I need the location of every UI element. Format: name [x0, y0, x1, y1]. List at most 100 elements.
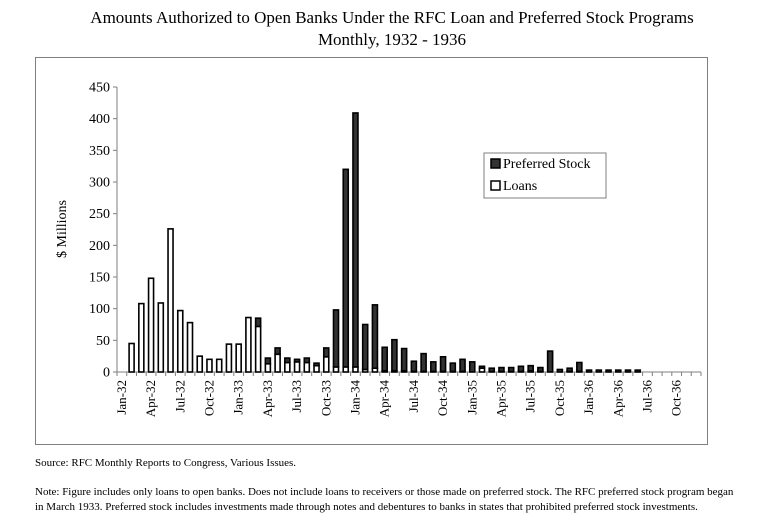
x-tick-label: Jan-34	[347, 380, 362, 415]
chart-subtitle: Monthly, 1932 - 1936	[317, 30, 467, 49]
bar-preferred-stock-Jun-35	[517, 365, 525, 373]
footnote: Note: Figure includes only loans to open…	[35, 486, 734, 513]
x-tick-label: Apr-32	[143, 380, 158, 417]
y-axis: 0 50 100 150 200 250 300 350 400 450	[89, 81, 118, 381]
bar-preferred-stock-Feb-34	[361, 323, 369, 371]
bar-loans-Oct-32	[206, 358, 213, 373]
x-tick-label: Oct-35	[552, 380, 567, 416]
bar-preferred-stock-Mar-34	[371, 304, 379, 370]
x-tick-label: Jul-32	[172, 380, 187, 413]
legend-label-preferred-stock: Preferred Stock	[503, 157, 590, 172]
x-tick-label: Apr-36	[610, 380, 625, 418]
bar-loans-Feb-32	[128, 342, 135, 373]
bar-loans-Feb-33	[245, 316, 252, 373]
bar-preferred-stock-Mar-36	[605, 369, 612, 373]
x-tick-label: Apr-35	[493, 380, 508, 417]
x-tick-label: Apr-34	[377, 380, 392, 418]
bar-preferred-stock-Aug-34	[420, 352, 427, 373]
bar-preferred-stock-Sep-33	[313, 362, 320, 367]
x-tick-label: Oct-33	[318, 380, 333, 416]
bar-loans-Mar-33	[254, 325, 262, 373]
x-tick-label: Jul-36	[639, 380, 654, 413]
y-tick-label: 200	[89, 239, 110, 254]
legend-swatch-preferred-stock	[490, 158, 501, 169]
bar-loans-Sep-32	[196, 355, 204, 373]
bar-preferred-stock-Apr-36	[614, 369, 622, 373]
bar-loans-Sep-33	[313, 364, 320, 373]
bar-preferred-stock-Jul-35	[527, 364, 534, 372]
bar-loans-Jul-33	[293, 361, 301, 373]
x-tick-label: Jan-36	[581, 380, 596, 415]
x-axis: Jan-32 Apr-32 Jul-32 Oct-32 Jan-33 Apr-33 Jul-…	[114, 371, 702, 418]
bar-preferred-stock-Jun-36	[634, 369, 642, 373]
bar-loans-Dec-32	[225, 343, 233, 373]
bar-preferred-stock-Aug-35	[537, 366, 544, 373]
x-tick-label: Oct-34	[435, 380, 450, 417]
bar-preferred-stock-Apr-33	[264, 357, 272, 365]
bar-loans-Mar-32	[138, 302, 145, 373]
bar-loans-Jul-32	[176, 309, 184, 373]
y-tick-label: 350	[89, 144, 110, 159]
x-tick-label: Jan-32	[114, 380, 129, 415]
x-tick-label: Oct-36	[669, 380, 684, 417]
x-tick-label: Apr-33	[260, 380, 275, 417]
chart-title: Amounts Authorized to Open Banks Under t…	[90, 8, 694, 27]
x-tick-label: Jul-34	[406, 380, 421, 413]
x-tick-label: Jan-33	[231, 380, 246, 415]
bar-preferred-stock-Dec-34	[459, 358, 466, 373]
bar-preferred-stock-May-35	[507, 366, 515, 373]
bar-preferred-stock-Sep-35	[546, 350, 554, 373]
bar-preferred-stock-May-34	[391, 338, 398, 372]
bar-preferred-stock-Nov-34	[449, 362, 457, 373]
bar-preferred-stock-Oct-34	[439, 355, 447, 373]
bar-loans-Apr-32	[147, 277, 155, 373]
legend-swatch-loans	[490, 180, 501, 191]
x-tick-label: Oct-32	[201, 380, 216, 416]
bar-preferred-stock-Nov-35	[566, 367, 573, 373]
y-tick-label: 250	[89, 207, 110, 222]
bar-loans-Jun-32	[167, 228, 174, 373]
bar-preferred-stock-Mar-35	[488, 367, 496, 373]
legend-box	[483, 152, 607, 199]
bar-loans-Nov-32	[215, 358, 223, 373]
bar-preferred-stock-Jun-34	[400, 347, 408, 372]
y-tick-label: 50	[96, 334, 110, 349]
bar-preferred-stock-Jun-33	[284, 357, 291, 364]
bar-preferred-stock-Jul-34	[410, 360, 418, 373]
bar-preferred-stock-Dec-35	[576, 361, 583, 373]
bar-preferred-stock-Dec-33	[342, 168, 350, 368]
bar-loans-Jan-33	[235, 343, 242, 373]
bar-preferred-stock-May-33	[274, 347, 281, 356]
bar-loans-Jun-33	[284, 361, 291, 373]
y-tick-label: 400	[89, 112, 110, 127]
x-tick-label: Jul-35	[523, 380, 538, 413]
bar-loans-Aug-33	[303, 361, 311, 373]
chart-frame	[35, 57, 708, 445]
y-tick-label: 0	[103, 366, 110, 381]
source-note: Source: RFC Monthly Reports to Congress,…	[35, 457, 297, 469]
bar-preferred-stock-Aug-33	[303, 357, 311, 364]
bar-preferred-stock-Apr-35	[498, 366, 505, 373]
bar-preferred-stock-Jan-35	[468, 361, 476, 373]
bar-preferred-stock-Jan-36	[585, 369, 593, 373]
y-axis-label: $ Millions	[55, 200, 70, 258]
y-tick-label: 150	[89, 271, 110, 286]
bar-preferred-stock-Jan-34	[352, 112, 359, 368]
bar-preferred-stock-Jul-33	[293, 358, 301, 363]
bar-loans-Aug-32	[186, 321, 194, 373]
bar-loans-Oct-33	[322, 355, 330, 373]
y-tick-label: 300	[89, 176, 110, 191]
bar-loans-Apr-33	[264, 362, 272, 373]
bar-preferred-stock-Oct-33	[322, 347, 330, 358]
legend-label-loans: Loans	[503, 179, 537, 194]
x-tick-label: Jan-35	[464, 380, 479, 415]
bar-preferred-stock-Oct-35	[556, 368, 564, 373]
bar-preferred-stock-May-36	[624, 369, 632, 373]
bar-preferred-stock-Apr-34	[381, 346, 388, 372]
bar-preferred-stock-Feb-36	[595, 369, 603, 373]
x-tick-label: Jul-33	[289, 380, 304, 413]
bars	[128, 112, 642, 373]
bar-preferred-stock-Sep-34	[430, 361, 437, 373]
bar-preferred-stock-Mar-33	[254, 317, 262, 328]
